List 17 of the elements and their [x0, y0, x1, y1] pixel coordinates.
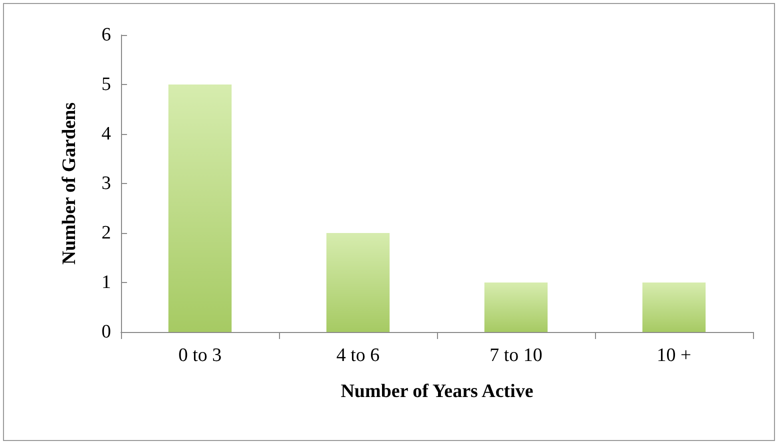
x-tick-label: 10 + [656, 345, 692, 366]
y-tick-label: 6 [102, 24, 111, 46]
x-tick-label: 0 to 3 [178, 345, 222, 366]
bar [484, 282, 548, 332]
y-tick-label: 1 [102, 272, 111, 293]
bar [642, 282, 706, 332]
y-axis-title: Number of Gardens [59, 102, 80, 265]
bar [168, 84, 232, 332]
y-tick-label: 4 [102, 124, 112, 144]
x-tick-label: 7 to 10 [490, 345, 542, 366]
bar [326, 233, 390, 332]
y-tick-label: 5 [102, 74, 111, 95]
y-tick-label: 2 [102, 222, 111, 244]
y-tick-label: 3 [102, 173, 111, 194]
y-tick-label: 0 [102, 322, 111, 342]
x-axis-title: Number of Years Active [340, 381, 534, 402]
x-tick-label: 4 to 6 [336, 345, 380, 366]
